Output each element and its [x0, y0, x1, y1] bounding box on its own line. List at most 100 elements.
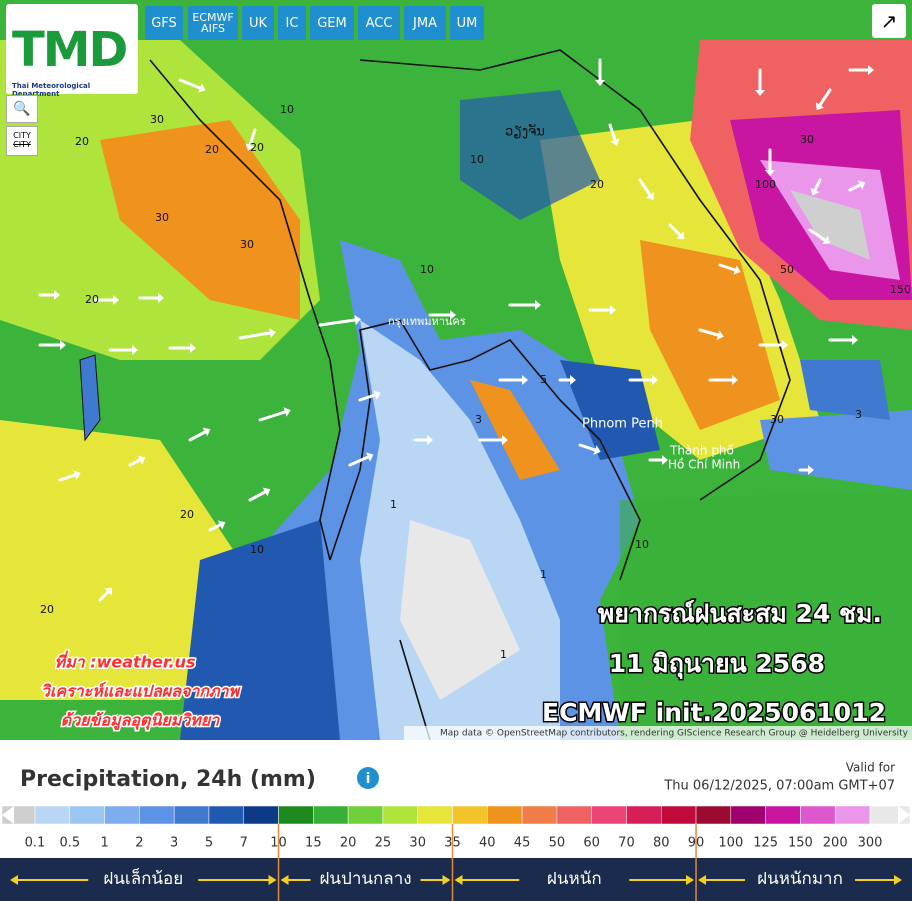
scale-swatch [556, 805, 592, 825]
wind-arrow-head [202, 427, 211, 437]
scale-label: 30 [409, 836, 426, 851]
scale-label: 5 [205, 836, 213, 851]
scale-label: 150 [788, 836, 813, 851]
category-label: ฝนหนัก [547, 869, 602, 889]
rain-field [460, 90, 600, 220]
contour-label: 20 [40, 603, 54, 616]
scale-label: 1 [100, 836, 108, 851]
place-label: ວຽງຈັນ [505, 124, 545, 139]
scale-label: 70 [618, 836, 635, 851]
wind-arrow-head [373, 390, 381, 400]
wind-arrow [248, 128, 257, 147]
contour-label: 10 [635, 538, 649, 551]
wind-arrow-head [104, 587, 113, 596]
contour-label: 3 [855, 408, 862, 421]
model-button[interactable]: GEM [310, 6, 354, 40]
scale-label: 3 [170, 836, 178, 851]
model-button[interactable]: IC [278, 6, 306, 40]
credit-text: ที่มา :weather.us [55, 651, 196, 672]
wind-arrow [578, 443, 597, 452]
category-arrow-head [686, 875, 695, 885]
wind-arrow-head [354, 315, 361, 325]
headline: 11 มิถุนายน 2568 [609, 649, 825, 680]
border-line [149, 49, 791, 740]
place-label: Hồ Chí Minh [668, 458, 740, 472]
scale-cap [898, 806, 910, 824]
wind-arrow-head [593, 445, 601, 455]
scale-label: 15 [305, 836, 322, 851]
city-label: CITY [13, 140, 31, 149]
rain-field [470, 380, 560, 480]
wind-arrow-head [765, 170, 775, 176]
place-label: กรุงเทพมหานคร [388, 315, 466, 328]
contour-label: 20 [180, 508, 194, 521]
model-button[interactable]: JMA [404, 6, 446, 40]
scale-swatch [69, 805, 105, 825]
logo[interactable]: TMD Thai Meteorological Department [6, 4, 138, 98]
wind-arrow-head [733, 265, 741, 275]
model-button[interactable]: UK [242, 6, 274, 40]
credit-text: วิเคราะห์และแปลผลจากภาพ [41, 682, 242, 701]
place-label: Thành phố [669, 444, 735, 458]
wind-arrow-head [137, 455, 146, 465]
wind-arrow-head [132, 345, 138, 355]
scale-swatch [104, 805, 140, 825]
wind-arrow-head [522, 375, 528, 385]
wind-arrow [813, 178, 822, 192]
zoom-button[interactable]: 🔍 [6, 95, 38, 123]
model-button[interactable]: ACC [358, 6, 400, 40]
wind-arrow-head [595, 80, 605, 86]
wind-arrow-head [610, 305, 616, 315]
scale-label: 80 [653, 836, 670, 851]
scale-swatch [347, 805, 384, 825]
scale-swatch [765, 805, 801, 825]
contour-label: 30 [240, 238, 254, 251]
contour-label: 30 [150, 113, 164, 126]
scale-label: 45 [514, 836, 531, 851]
color-scale: 0.1 0.5 1 2 3 5 7 10 15 20 25 30 35 40 45 50 60 70 80 90 100… [1, 805, 911, 851]
wind-arrow-head [810, 187, 820, 196]
wind-arrow-head [732, 375, 738, 385]
contour-label: 30 [800, 133, 814, 146]
rain-field [0, 420, 240, 700]
scale-swatch [243, 805, 279, 825]
wind-arrow [258, 410, 287, 422]
wind-arrow-head [808, 465, 814, 475]
wind-arrow-head [822, 235, 830, 245]
wind-arrow-head [815, 102, 825, 110]
model-button[interactable]: UM [450, 6, 484, 40]
wind-arrow-head [54, 290, 60, 300]
contour-label: 20 [85, 293, 99, 306]
scale-swatch [695, 805, 732, 825]
contour-label: 1 [390, 498, 397, 511]
category-arrow-head [10, 875, 18, 885]
scale-swatch [313, 805, 349, 825]
map: 20 30 20 30 20 10 30 10 10 20 30 100 50 150 20 10 1 3 5 1 1 2… [0, 0, 912, 740]
category-arrow-head [442, 875, 451, 885]
wind-arrow-head [645, 192, 655, 200]
valid-label: Valid for [846, 761, 895, 775]
city-toggle[interactable]: CITY CITY [6, 126, 38, 156]
contour-label: 10 [250, 543, 264, 556]
contour-label: 30 [155, 211, 169, 224]
model-button[interactable]: GFS [145, 6, 183, 40]
info-icon[interactable] [357, 767, 379, 789]
wind-arrow-head [427, 435, 433, 445]
model-button[interactable]: ECMWF AIFS [188, 6, 238, 40]
wind-arrow [128, 458, 142, 467]
wind-arrow [698, 328, 720, 337]
wind-arrow-head [450, 310, 456, 320]
contour-label: 100 [755, 178, 776, 191]
rain-field [640, 240, 780, 430]
scale-swatch [487, 805, 523, 825]
share-button[interactable]: ↗ [872, 4, 906, 38]
wind-arrow [848, 183, 862, 192]
wind-arrow-head [570, 375, 576, 385]
wind-arrow [718, 263, 737, 272]
attribution: Map data © OpenStreetMap contributors, r… [440, 729, 909, 739]
wind-arrow-head [73, 470, 81, 480]
wind-arrow-head [662, 455, 668, 465]
wind-arrow [58, 473, 77, 482]
category-label: ฝนหนักมาก [757, 869, 843, 889]
wind-arrow-head [857, 180, 866, 190]
